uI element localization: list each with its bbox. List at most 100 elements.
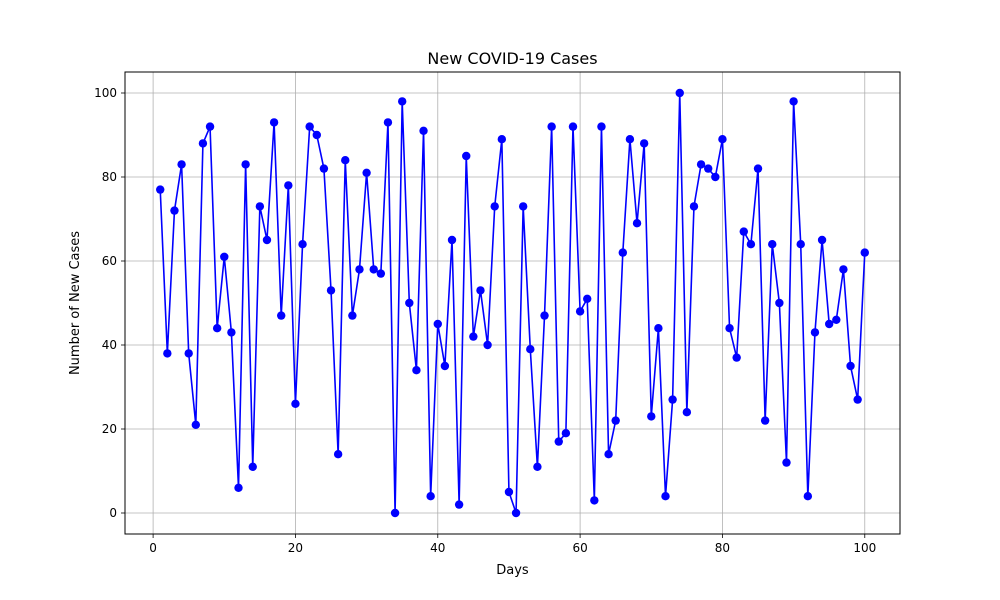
data-point-marker xyxy=(540,311,549,320)
data-point-marker xyxy=(383,118,393,127)
data-point-marker xyxy=(853,395,862,404)
data-point-marker xyxy=(526,345,535,354)
data-point-marker xyxy=(518,202,528,211)
data-point-marker xyxy=(397,97,407,106)
x-axis-label: Days xyxy=(496,563,529,578)
data-point-marker xyxy=(205,122,215,131)
data-point-marker xyxy=(255,202,265,211)
data-point-marker xyxy=(554,437,563,446)
data-point-marker xyxy=(846,361,855,371)
y-tick-label: 20 xyxy=(102,422,117,436)
data-point-marker xyxy=(184,349,193,358)
data-point-marker xyxy=(725,324,734,333)
data-point-marker xyxy=(803,492,813,501)
data-point-marker xyxy=(604,450,613,459)
data-point-marker xyxy=(618,248,628,257)
x-tick-label: 20 xyxy=(288,541,303,555)
data-point-marker xyxy=(632,219,642,228)
data-point-marker xyxy=(440,361,450,371)
data-point-marker xyxy=(625,135,635,144)
data-point-marker xyxy=(796,240,805,249)
data-point-marker xyxy=(739,227,748,236)
data-point-marker xyxy=(326,286,336,295)
series-line-group xyxy=(156,88,869,518)
data-point-marker xyxy=(504,487,514,497)
data-point-marker xyxy=(341,156,350,165)
data-point-marker xyxy=(753,164,763,173)
x-tick-label: 100 xyxy=(853,541,876,555)
data-point-marker xyxy=(533,462,542,471)
data-point-marker xyxy=(298,240,307,249)
y-axis-ticks: 0 20 40 60 80 100 xyxy=(94,86,125,520)
data-point-marker xyxy=(832,315,841,324)
data-point-marker xyxy=(497,135,507,144)
data-point-marker xyxy=(511,508,521,518)
data-point-marker xyxy=(483,340,492,350)
data-point-marker xyxy=(718,135,727,144)
data-point-marker xyxy=(682,408,692,417)
y-tick-label: 40 xyxy=(102,338,117,352)
x-axis-ticks: 0 20 40 60 80 100 xyxy=(149,534,876,555)
data-point-marker xyxy=(454,500,464,509)
data-point-marker xyxy=(597,122,606,131)
x-tick-label: 40 xyxy=(430,541,445,555)
data-point-marker xyxy=(227,328,236,337)
chart-title: New COVID-19 Cases xyxy=(427,49,597,68)
data-point-marker xyxy=(561,429,571,438)
data-point-marker xyxy=(333,450,343,459)
data-point-marker xyxy=(248,462,257,471)
plot-area-frame xyxy=(124,71,901,535)
data-point-marker xyxy=(433,319,442,329)
data-point-marker xyxy=(775,298,784,308)
data-point-marker xyxy=(711,172,720,182)
data-point-marker xyxy=(568,122,578,131)
data-point-marker xyxy=(405,298,414,308)
data-point-marker xyxy=(220,252,229,261)
data-point-marker xyxy=(291,399,300,408)
x-tick-label: 60 xyxy=(572,541,587,555)
data-point-marker xyxy=(661,492,670,501)
data-point-marker xyxy=(746,240,756,249)
data-point-marker xyxy=(704,164,713,173)
data-point-marker xyxy=(284,181,293,190)
data-point-marker xyxy=(447,235,457,245)
data-point-marker xyxy=(419,126,428,135)
y-axis-label: Number of New Cases xyxy=(68,231,83,375)
data-point-marker xyxy=(696,160,706,169)
data-point-marker xyxy=(170,206,179,215)
y-tick-label: 60 xyxy=(102,254,117,268)
x-tick-label: 0 xyxy=(149,541,157,555)
data-point-marker xyxy=(469,332,478,341)
data-point-marker xyxy=(547,122,556,131)
data-point-marker xyxy=(654,324,663,333)
data-point-marker xyxy=(760,416,770,425)
data-point-marker xyxy=(319,164,329,173)
data-point-marker xyxy=(639,139,649,148)
data-point-marker xyxy=(817,235,827,245)
data-point-marker xyxy=(675,88,684,98)
data-point-marker xyxy=(839,265,848,274)
data-point-marker xyxy=(810,328,820,337)
data-point-marker xyxy=(241,160,250,169)
data-point-marker xyxy=(590,496,599,505)
data-point-marker xyxy=(647,412,656,421)
data-point-marker xyxy=(177,160,186,169)
data-point-marker xyxy=(462,151,471,161)
data-point-marker xyxy=(198,139,208,148)
data-point-marker xyxy=(362,168,371,177)
data-point-marker xyxy=(583,294,592,303)
x-tick-label: 80 xyxy=(715,541,730,555)
data-point-marker xyxy=(575,307,585,316)
data-point-marker xyxy=(163,349,172,358)
data-point-marker xyxy=(824,319,834,329)
series-line xyxy=(159,92,866,514)
y-tick-label: 0 xyxy=(109,506,117,520)
data-point-marker xyxy=(305,122,314,131)
data-point-marker xyxy=(234,483,243,492)
data-point-marker xyxy=(426,492,435,501)
data-point-marker xyxy=(348,311,357,320)
data-point-marker xyxy=(668,395,677,404)
data-point-marker xyxy=(689,202,699,211)
